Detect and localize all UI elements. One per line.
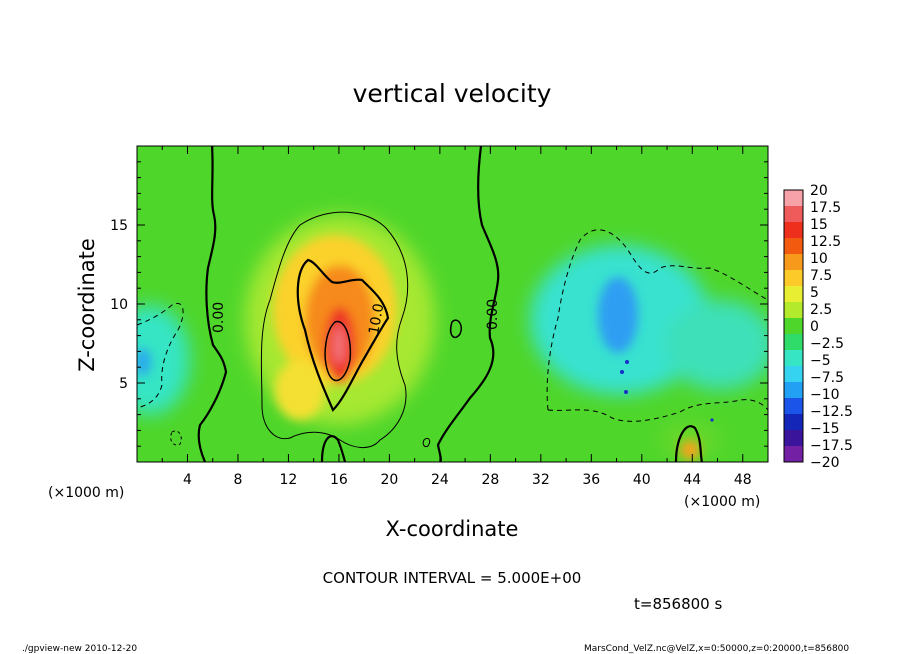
colorbar-label: 5 [810, 285, 819, 301]
y-tick-label: 5 [119, 376, 128, 392]
colorbar-swatch [784, 334, 803, 351]
y-tick-label: 10 [110, 297, 128, 313]
colorbar-swatch [784, 222, 803, 239]
colorbar-swatch [784, 302, 803, 319]
contour-negative-right [546, 229, 768, 411]
x-tick-label: 16 [330, 472, 348, 488]
colorbar-label: 0 [810, 319, 819, 335]
colorbar-swatch [784, 286, 803, 303]
contour-zero-middle [436, 146, 500, 462]
colorbar-label: 12.5 [810, 234, 841, 250]
colorbar-label: 17.5 [810, 200, 841, 216]
contour-interval: CONTOUR INTERVAL = 5.000E+00 [323, 569, 582, 587]
contour-five [260, 211, 409, 448]
orange-blob-bottom-right [680, 440, 700, 460]
colorbar-swatch [784, 206, 803, 223]
blue-specks [620, 360, 714, 422]
left-downdraft [137, 305, 190, 415]
colorbar-swatch [784, 366, 803, 383]
contour-zero-updraft [320, 435, 347, 462]
colorbar-swatch [784, 350, 803, 367]
updraft-lower-yellow [275, 360, 325, 420]
x-tick-label: 28 [481, 472, 499, 488]
colorbar-swatch [784, 254, 803, 271]
x-tick-label: 20 [380, 472, 398, 488]
colorbar-label: 7.5 [810, 268, 832, 284]
contour-ten [296, 258, 390, 412]
colorbar: 2017.51512.5107.552.50−2.5−5−7.5−10−12.5… [783, 183, 853, 471]
x-tick-label: 8 [233, 472, 242, 488]
x-tick-label: 24 [431, 472, 449, 488]
colorbar-label: −12.5 [810, 404, 853, 420]
right-blue-core [598, 277, 638, 353]
colorbar-label: −17.5 [810, 438, 853, 454]
x-axis-title: X-coordinate [386, 517, 519, 541]
contour-zero-right [674, 425, 704, 462]
colorbar-swatch [784, 398, 803, 415]
colorbar-swatch [784, 270, 803, 287]
x-tick-label: 48 [734, 472, 752, 488]
colorbar-label: 15 [810, 217, 828, 233]
colorbar-label: −5 [810, 353, 831, 369]
contour-label-right: 0.00 [485, 299, 501, 330]
x-tick-label: 44 [683, 472, 701, 488]
plot-area [137, 146, 768, 462]
x-tick-label: 4 [183, 472, 192, 488]
blue-speck [710, 418, 714, 422]
y-tick-label: 15 [110, 218, 128, 234]
contour-label-middle: 10.0 [366, 302, 387, 335]
colorbar-label: 10 [810, 251, 828, 267]
colorbar-label: 2.5 [810, 302, 832, 318]
x-axis: 4 8 12 16 20 24 28 32 36 40 44 48 [161, 146, 752, 488]
x-tick-label: 40 [633, 472, 651, 488]
blue-speck [620, 370, 624, 374]
right-downdraft-tail [665, 300, 768, 390]
colorbar-label: −15 [810, 421, 840, 437]
contour-negative-small [170, 430, 182, 446]
contour-lines [137, 146, 768, 462]
x-unit-left: (×1000 m) [48, 485, 124, 501]
x-tick-label: 36 [582, 472, 600, 488]
contour-ten-inner [324, 320, 352, 382]
x-unit-right: (×1000 m) [684, 494, 760, 510]
colorbar-swatch [784, 382, 803, 399]
colorbar-swatch [784, 238, 803, 255]
contour-zero-left [197, 146, 228, 462]
field-core [137, 235, 700, 460]
contour-small-loop [449, 319, 463, 339]
footer-right: MarsCond_VelZ.nc@VelZ,x=0:50000,z=0:2000… [584, 644, 849, 654]
time-stamp: t=856800 s [634, 595, 722, 613]
y-axis: 5 10 15 [110, 161, 768, 447]
contour-negative-left [137, 302, 184, 409]
colorbar-swatch [784, 190, 803, 207]
blue-speck [624, 390, 628, 394]
colorbar-swatch [784, 430, 803, 447]
contour-label-left: 0.00 [211, 302, 227, 333]
y-axis-title: Z-coordinate [75, 238, 99, 372]
x-tick-label: 32 [532, 472, 550, 488]
colorbar-label: −7.5 [810, 370, 844, 386]
left-blue-core [137, 348, 151, 376]
colorbar-swatch [784, 414, 803, 431]
contour-small-loop-b [422, 437, 431, 447]
colorbar-label: −2.5 [810, 336, 844, 352]
x-tick-label: 12 [280, 472, 298, 488]
footer-left: ./gpview-new 2010-12-20 [22, 644, 137, 654]
updraft-pink [333, 325, 345, 365]
colorbar-label: 20 [810, 183, 828, 199]
colorbar-frame [783, 189, 804, 463]
blue-speck [625, 360, 629, 364]
colorbar-label: −10 [810, 387, 840, 403]
chart-title: vertical velocity [353, 79, 552, 108]
colorbar-swatch [784, 318, 803, 335]
colorbar-label: −20 [810, 455, 840, 471]
colorbar-swatch [784, 446, 803, 463]
